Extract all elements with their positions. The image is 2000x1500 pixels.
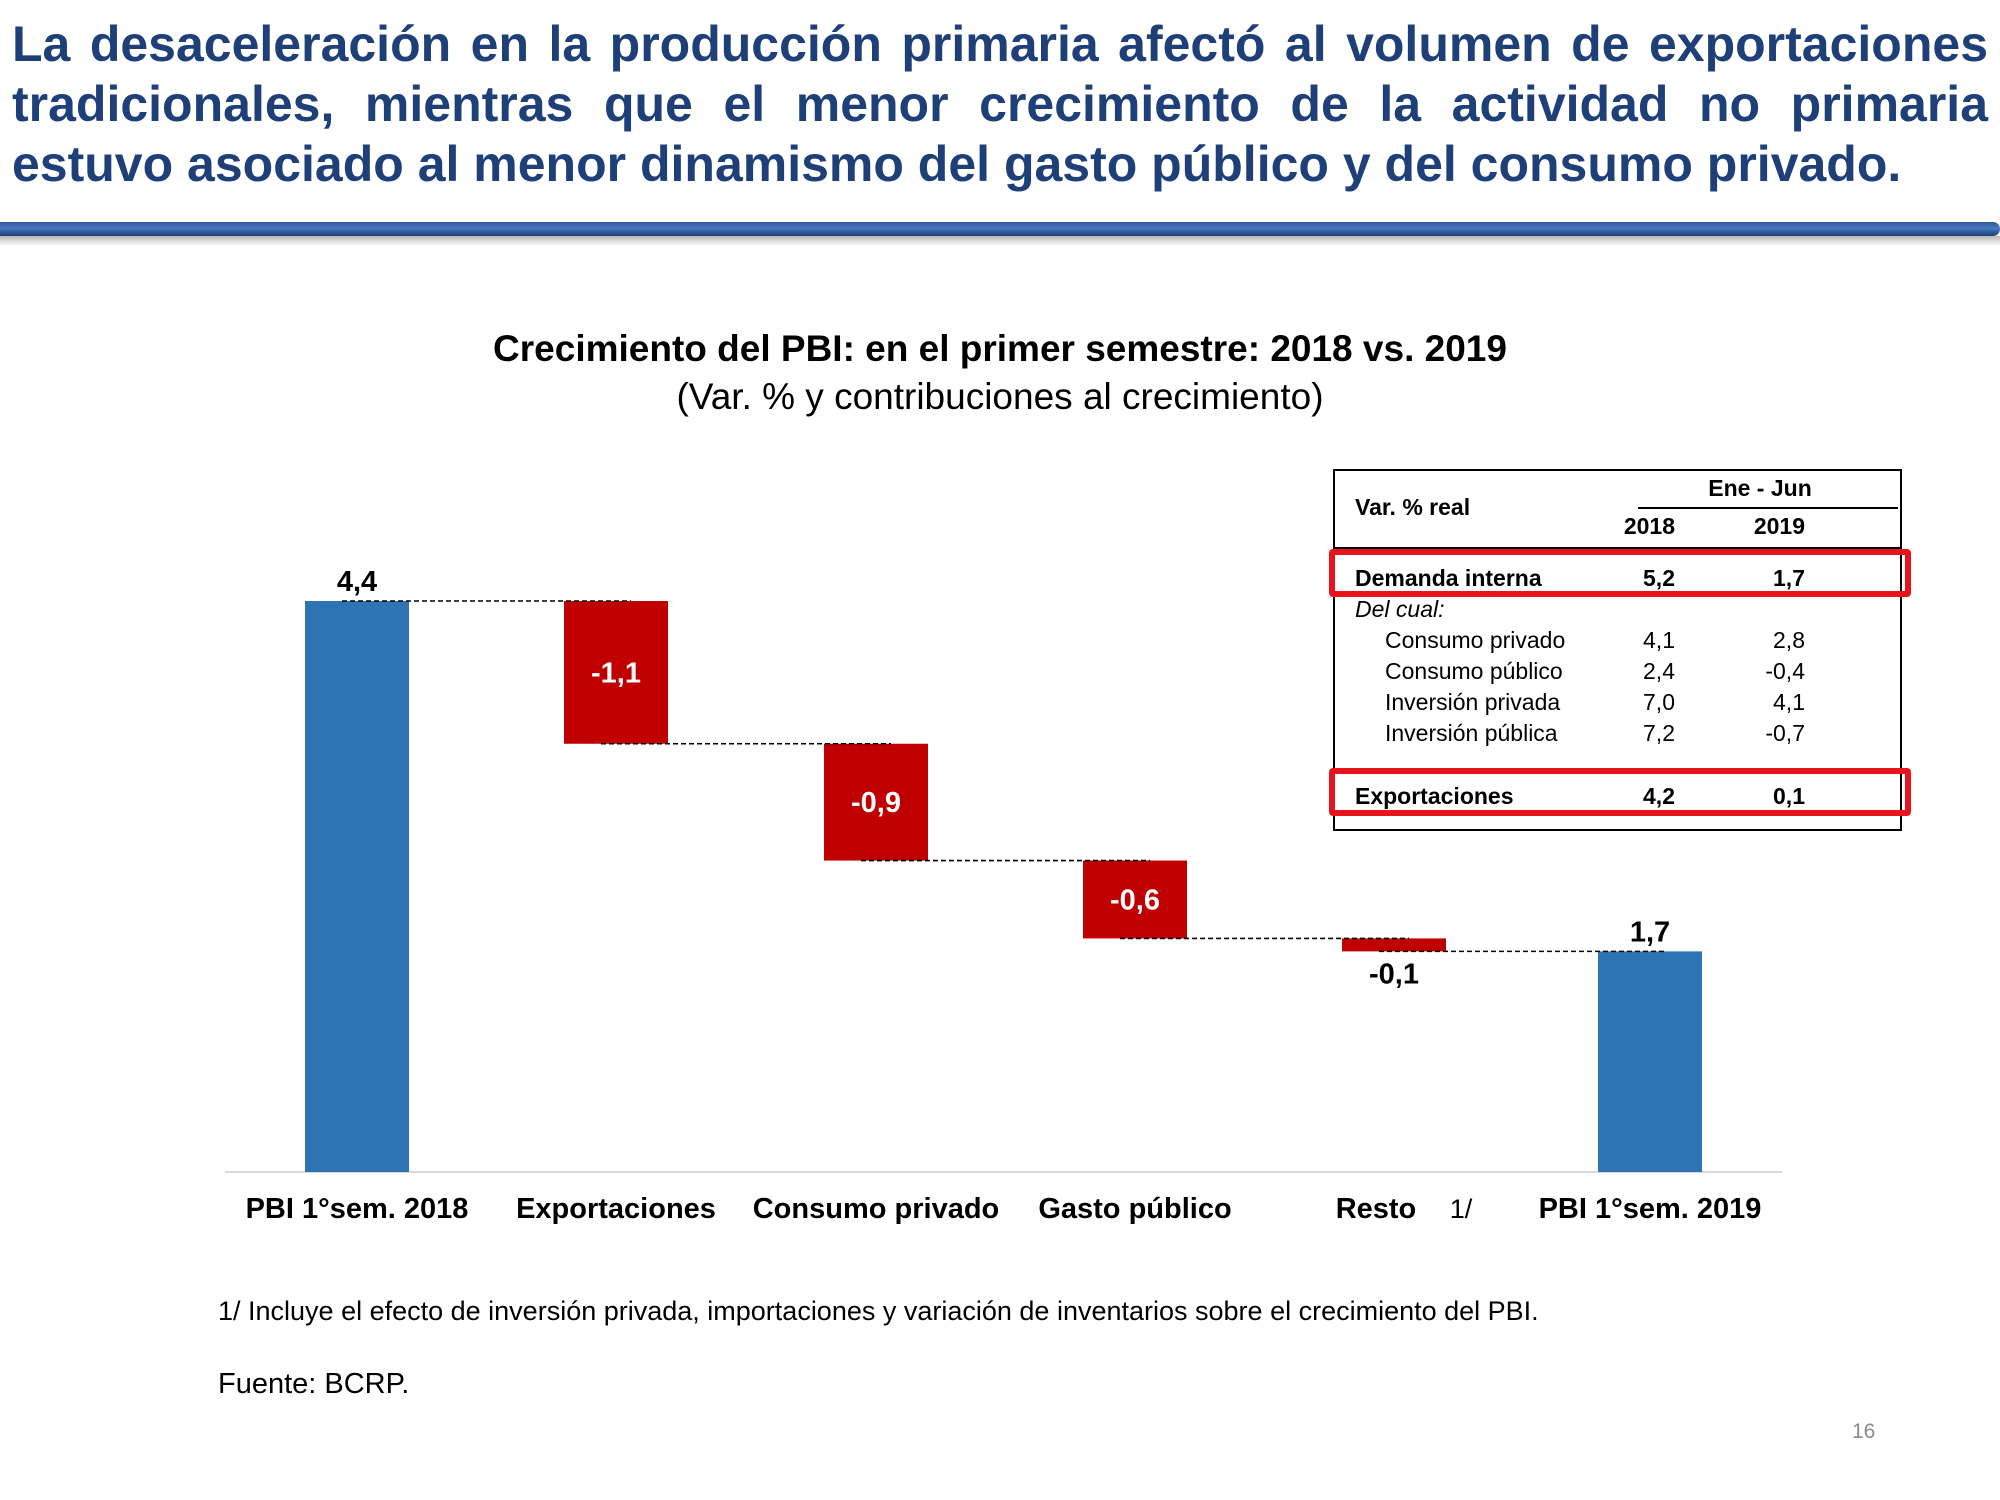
category-label-4: Gasto público [1038, 1193, 1231, 1225]
title-divider [0, 222, 2000, 236]
inset-year-2019: 2019 [1753, 513, 1805, 539]
category-label-5-note: 1/ [1450, 1194, 1473, 1224]
bar-6-value-label: 1,7 [1630, 916, 1670, 948]
inset-period-underline [1638, 507, 1898, 509]
row-inversion-privada-2018: 7,0 [1643, 689, 1675, 715]
row-inversion-publica-2019: -0,7 [1765, 720, 1805, 746]
highlight-demanda-interna [1329, 549, 1911, 597]
row-inversion-publica-2018: 7,2 [1643, 720, 1675, 746]
slide-headline: La desaceleración en la producción prima… [12, 16, 1988, 192]
category-label-5: Resto [1336, 1193, 1417, 1225]
bar-3-value-label: -0,9 [851, 787, 901, 819]
bar-1-total [305, 601, 409, 1172]
row-exportaciones-2018: 4,2 [1643, 783, 1675, 809]
source-note: Fuente: BCRP. [218, 1368, 410, 1400]
row-exportaciones-label: Exportaciones [1355, 783, 1514, 809]
bar-4-value-label: -0,6 [1110, 884, 1160, 916]
row-demanda-label: Demanda interna [1355, 565, 1542, 591]
category-label-6: PBI 1°sem. 2019 [1539, 1193, 1762, 1225]
row-inversion-privada-label: Inversión privada [1385, 689, 1561, 715]
row-consumo-privado-label: Consumo privado [1385, 627, 1566, 653]
row-consumo-publico-label: Consumo público [1385, 658, 1563, 684]
row-consumo-privado-2019: 2,8 [1773, 627, 1805, 653]
inset-header-label: Var. % real [1355, 494, 1471, 520]
row-inversion-publica-label: Inversión pública [1385, 720, 1558, 746]
bar-5-value-label: -0,1 [1369, 958, 1419, 990]
row-consumo-publico-2019: -0,4 [1765, 658, 1805, 684]
bar-6-total [1598, 951, 1702, 1172]
category-label-3: Consumo privado [753, 1193, 1000, 1225]
bar-5-delta [1342, 938, 1446, 952]
bar-3-delta [824, 743, 928, 861]
highlight-exportaciones [1329, 768, 1911, 816]
footnote: 1/ Incluye el efecto de inversión privad… [218, 1296, 1539, 1326]
chart-title: Crecimiento del PBI: en el primer semest… [493, 328, 1507, 369]
bar-2-delta [564, 601, 668, 744]
row-inversion-privada-2019: 4,1 [1773, 689, 1805, 715]
bar-4-delta [1083, 860, 1187, 939]
inset-period: Ene - Jun [1708, 475, 1812, 501]
page-number: 16 [1852, 1420, 1876, 1443]
bar-1-value-label: 4,4 [337, 566, 377, 598]
category-label-2: Exportaciones [516, 1193, 716, 1225]
category-label-1: PBI 1°sem. 2018 [246, 1193, 469, 1225]
title-divider-shadow [0, 236, 2000, 246]
row-demanda-2019: 1,7 [1773, 565, 1805, 591]
row-demanda-2018: 5,2 [1643, 565, 1675, 591]
row-consumo-publico-2018: 2,4 [1643, 658, 1675, 684]
row-delcual-label: Del cual: [1355, 596, 1445, 622]
row-consumo-privado-2018: 4,1 [1643, 627, 1675, 653]
bar-2-value-label: -1,1 [591, 657, 641, 689]
inset-year-2018: 2018 [1623, 513, 1675, 539]
row-exportaciones-2019: 0,1 [1773, 783, 1805, 809]
chart-subtitle: (Var. % y contribuciones al crecimiento) [676, 376, 1324, 417]
inset-header-rule [1335, 547, 1900, 549]
